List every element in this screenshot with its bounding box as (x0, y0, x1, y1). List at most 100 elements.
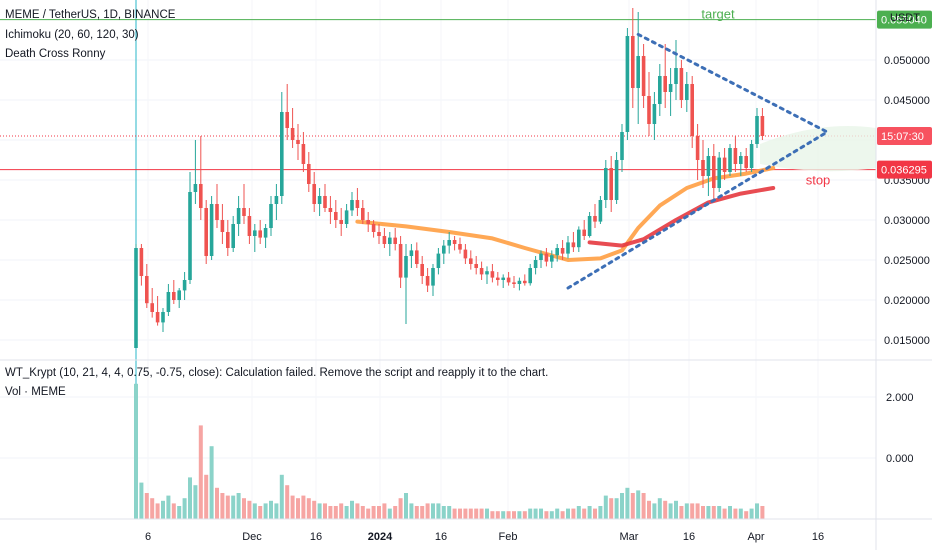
volume-bar (350, 500, 354, 519)
volume-bar (263, 503, 268, 519)
volume-bar (620, 493, 624, 519)
candle-body (236, 208, 241, 224)
volume-bar (468, 508, 473, 519)
time-tick: Feb (499, 531, 518, 543)
candle-body (636, 56, 640, 88)
candle-body (274, 196, 279, 204)
volume-bar (690, 503, 695, 519)
time-tick: 16 (310, 531, 322, 543)
volume-bar (161, 500, 165, 519)
volume-bar (382, 503, 387, 519)
volume-bar (609, 498, 614, 519)
candle-body (744, 156, 748, 168)
candle-body (242, 208, 246, 216)
red-ma-line (587, 186, 776, 248)
volume-bar (463, 508, 468, 519)
volume-bar (398, 498, 403, 519)
volume-bar (587, 506, 592, 519)
volume-bar (404, 493, 408, 519)
volume-bar (269, 500, 273, 519)
time-tick: Apr (747, 531, 764, 543)
candle-body (539, 253, 543, 260)
candle-body (749, 144, 754, 168)
volume-bar (193, 485, 198, 519)
candle-body (393, 237, 397, 244)
candle-body (668, 84, 673, 92)
candle-body (344, 210, 349, 224)
candle-body (517, 280, 522, 284)
candle-body (739, 156, 743, 164)
volume-bar (695, 503, 700, 519)
candle-body (550, 255, 554, 262)
volume-bar (134, 383, 138, 519)
volume-bar (231, 495, 236, 519)
candle-body (409, 250, 414, 256)
candle-body (139, 248, 144, 276)
candle-body (733, 148, 738, 164)
volume-bar (414, 506, 419, 519)
volume-label[interactable]: Vol · MEME (5, 386, 66, 398)
candle-body (263, 228, 268, 238)
volume-bar (139, 482, 144, 519)
candle-body (155, 312, 160, 323)
volume-bar (166, 495, 171, 519)
candle-body (425, 276, 430, 286)
candle-body (587, 216, 592, 236)
candle-body (582, 229, 586, 236)
indicator-ichimoku[interactable]: Ichimoku (20, 60, 120, 30) (5, 29, 139, 41)
candle-body (706, 156, 711, 176)
time-tick: 16 (435, 531, 447, 543)
symbol-title[interactable]: MEME / TetherUS, 1D, BINANCE (5, 9, 176, 21)
volume-bar (517, 511, 522, 519)
volume-bar (204, 474, 209, 519)
candle-body (674, 68, 678, 84)
candle-body (177, 290, 181, 300)
volume-bar (555, 508, 560, 519)
candle-body (296, 140, 300, 144)
candle-body (182, 280, 187, 291)
indicator-wt-krypt[interactable]: WT_Krypt (10, 21, 4, 4, 0.75, -0.75, clo… (5, 367, 549, 379)
candle-body (755, 116, 759, 144)
candle-body (685, 84, 689, 100)
candle-body (204, 208, 208, 256)
volume-bar (711, 506, 716, 519)
volume-bar (312, 500, 317, 519)
moving-averages (355, 166, 776, 262)
volume-bar (209, 446, 214, 519)
candle-body (593, 216, 597, 222)
volume-bar (393, 506, 398, 519)
volume-bar (544, 511, 549, 519)
volume-bar (701, 506, 705, 519)
volume-bar (285, 485, 290, 519)
volume-bar (728, 506, 732, 519)
price-tick: 0.015000 (884, 335, 930, 347)
candle-body (523, 280, 527, 284)
target-price-tag: 0.055040 (881, 15, 927, 27)
volume-bar (220, 493, 225, 519)
volume-bars (134, 383, 765, 519)
volume-bar (182, 498, 187, 519)
volume-bar (625, 487, 630, 519)
candle-body (652, 104, 657, 124)
currency-button[interactable]: USDT (890, 12, 920, 24)
time-tick: Dec (242, 531, 262, 543)
volume-bar (755, 503, 759, 519)
candle-body (679, 68, 684, 100)
volume-bar (506, 511, 511, 519)
volume-bar (317, 503, 322, 519)
candle-body (334, 212, 338, 220)
volume-bar (501, 511, 506, 519)
candle-body (280, 112, 284, 196)
candle-body (447, 240, 451, 246)
volume-bar (657, 498, 662, 519)
stop-price-tag-bg (877, 160, 932, 179)
indicator-death-cross[interactable]: Death Cross Ronny (5, 48, 106, 60)
candle-body (604, 168, 608, 200)
dotted-trendline (566, 130, 829, 290)
volume-bar (717, 506, 722, 519)
volume-bar (479, 508, 484, 519)
candle-body (253, 230, 257, 236)
volume-bar (344, 506, 349, 519)
